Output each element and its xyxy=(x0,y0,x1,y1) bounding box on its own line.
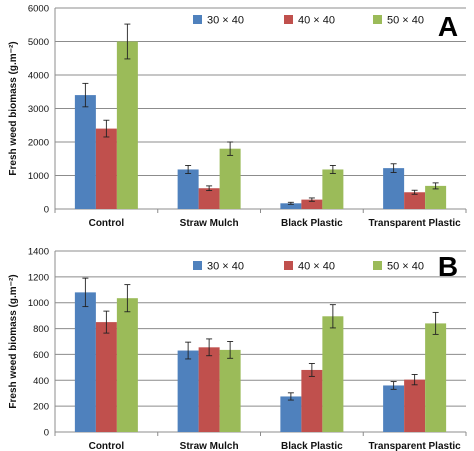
bar xyxy=(280,396,302,432)
y-tick-label: 0 xyxy=(44,205,49,216)
bar xyxy=(383,168,405,209)
bar xyxy=(177,169,199,209)
legend-label: 50 × 40 xyxy=(387,261,424,273)
bar xyxy=(74,95,96,209)
panel-label: A xyxy=(438,11,458,42)
y-tick-label: 2000 xyxy=(28,138,49,149)
bar xyxy=(95,322,117,432)
bar xyxy=(425,185,447,209)
bar xyxy=(116,298,138,432)
bar xyxy=(404,379,426,432)
category-label: Straw Mulch xyxy=(180,218,239,229)
legend-swatch xyxy=(284,261,293,270)
legend-swatch xyxy=(373,261,382,270)
bar xyxy=(219,349,241,432)
legend-label: 40 × 40 xyxy=(298,261,335,273)
bar xyxy=(219,148,241,209)
legend-swatch xyxy=(284,15,293,24)
legend-swatch xyxy=(193,15,202,24)
bar xyxy=(425,323,447,432)
y-tick-label: 800 xyxy=(33,324,49,335)
legend-label: 30 × 40 xyxy=(207,15,244,27)
y-tick-label: 200 xyxy=(33,402,49,413)
y-tick-label: 4000 xyxy=(28,71,49,82)
y-tick-label: 1000 xyxy=(28,298,49,309)
legend-label: 40 × 40 xyxy=(298,15,335,27)
category-label: Control xyxy=(89,218,125,229)
category-label: Transparent Plastic xyxy=(368,441,461,451)
panel-label: B xyxy=(438,251,458,282)
y-tick-label: 1000 xyxy=(28,171,49,182)
bar xyxy=(322,316,344,432)
category-label: Transparent Plastic xyxy=(368,218,461,229)
y-tick-label: 6000 xyxy=(28,4,49,15)
bar xyxy=(404,192,426,209)
y-axis-label: Fresh weed biomass (g.m⁻²) xyxy=(8,41,19,175)
y-tick-label: 5000 xyxy=(28,37,49,48)
bar xyxy=(95,128,117,209)
legend-label: 50 × 40 xyxy=(387,15,424,27)
chart-panel-b: 0 200 400 600 800 1000 1200 1400 Control Straw Mu… xyxy=(8,247,467,451)
bar xyxy=(177,350,199,432)
bar xyxy=(116,41,138,209)
bar xyxy=(280,203,302,209)
y-tick-label: 1400 xyxy=(28,247,49,258)
bar xyxy=(322,169,344,209)
category-label: Black Plastic xyxy=(281,441,343,451)
bar xyxy=(301,369,323,432)
bar xyxy=(198,188,220,209)
y-tick-label: 3000 xyxy=(28,104,49,115)
bar xyxy=(383,385,405,432)
category-label: Control xyxy=(89,441,125,451)
category-label: Straw Mulch xyxy=(180,441,239,451)
y-tick-label: 400 xyxy=(33,376,49,387)
legend-label: 30 × 40 xyxy=(207,261,244,273)
bar xyxy=(74,292,96,432)
y-tick-label: 0 xyxy=(44,428,49,439)
bar xyxy=(301,199,323,209)
y-tick-label: 1200 xyxy=(28,272,49,283)
y-axis-label: Fresh weed biomass (g.m⁻²) xyxy=(8,274,19,408)
category-label: Black Plastic xyxy=(281,218,343,229)
bar xyxy=(198,347,220,432)
y-tick-label: 600 xyxy=(33,350,49,361)
legend-swatch xyxy=(373,15,382,24)
chart-panel-a: 0 1000 2000 3000 4000 5000 6000 Control Straw Mu… xyxy=(8,4,467,229)
legend-swatch xyxy=(193,261,202,270)
